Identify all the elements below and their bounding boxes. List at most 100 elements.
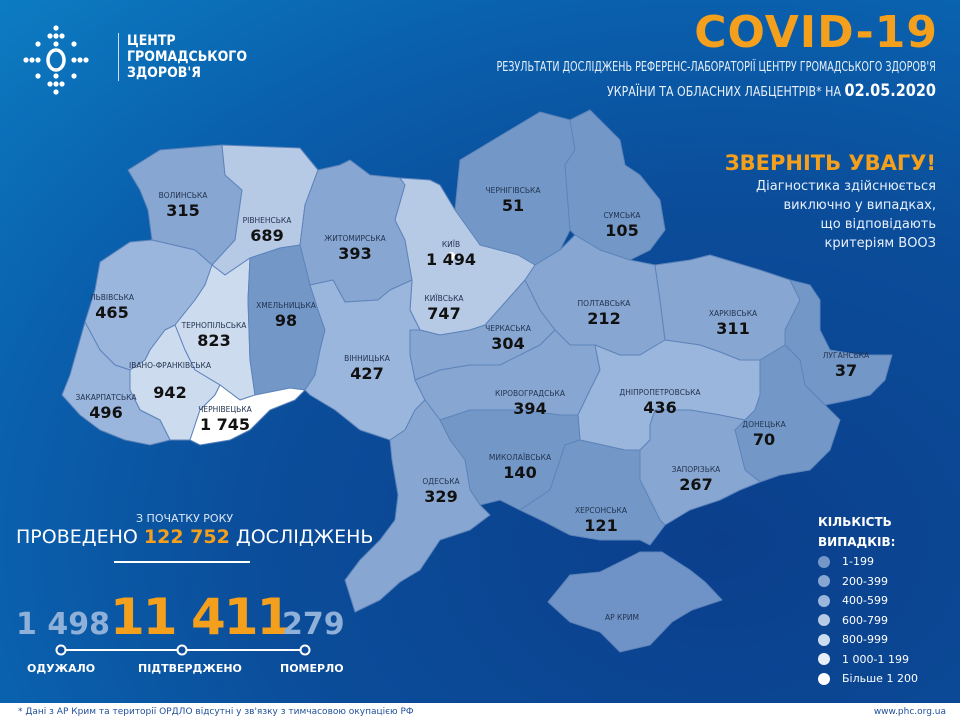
region-odesa <box>344 399 491 613</box>
attention-line: критеріям ВООЗ <box>824 236 936 251</box>
region-chernivtsi <box>189 384 306 446</box>
region-name: ТЕРНОПІЛЬСЬКА <box>181 321 248 330</box>
region-value: 105 <box>605 221 638 240</box>
attention-title: ЗВЕРНІТЬ УВАГУ! <box>724 151 936 175</box>
legend-swatch-icon <box>818 633 830 646</box>
confirmed-label: ПІДТВЕРДЖЕНО <box>138 662 242 675</box>
report-date: 02.05.2020 <box>844 81 936 101</box>
region-name: ХЕРСОНСЬКА <box>575 506 628 515</box>
region-value: 311 <box>716 319 749 338</box>
region-name: СУМСЬКА <box>603 211 641 220</box>
timeline <box>55 644 311 656</box>
website-link[interactable]: www.phc.org.ua <box>873 707 946 717</box>
legend-item: 1 000-1 199 <box>818 650 918 670</box>
org-name-line: ЦЕНТР <box>127 33 176 49</box>
region-name: ЗАКАРПАТСЬКА <box>75 393 137 402</box>
legend: КІЛЬКІСТЬ ВИПАДКІВ: 1-199 200-399 400-599 6… <box>818 512 918 689</box>
subtitle: УКРАЇНИ ТА ОБЛАСНИХ ЛАБЦЕНТРІВ* НА <box>607 85 842 100</box>
subtitle-date-line: УКРАЇНИ ТА ОБЛАСНИХ ЛАБЦЕНТРІВ* НА 02.05… <box>607 82 936 102</box>
legend-label: 800-999 <box>842 633 888 647</box>
region-value: 267 <box>679 475 712 494</box>
region-name: ІВАНО-ФРАНКІВСЬКА <box>129 361 212 370</box>
attention-line: Діагностика здійснюється <box>755 179 936 194</box>
region-crimea <box>547 551 723 653</box>
region-name: РІВНЕНСЬКА <box>243 216 293 225</box>
legend-label: Більше 1 200 <box>842 672 918 686</box>
footnote: * Дані з АР Крим та території ОРДЛО відс… <box>18 707 414 717</box>
legend-swatch-icon <box>818 555 830 568</box>
region-value: 496 <box>89 403 122 422</box>
region-name: АР КРИМ <box>605 613 639 622</box>
region-value: 747 <box>427 304 460 323</box>
region-value: 942 <box>153 383 186 402</box>
region-name: ЛЬВІВСЬКА <box>90 293 135 302</box>
attention-text: Діагностика здійснюється виключно у випа… <box>676 177 936 253</box>
region-name: КІРОВОГРАДСЬКА <box>495 389 566 398</box>
region-value: 212 <box>587 309 620 328</box>
region-value: 427 <box>350 364 383 383</box>
legend-label: 200-399 <box>842 574 888 588</box>
region-value: 98 <box>275 311 297 330</box>
kyiv-city-marker <box>447 252 455 260</box>
tests-summary: ПРОВЕДЕНО 122 752 ДОСЛІДЖЕНЬ <box>16 525 373 549</box>
region-value: 689 <box>250 226 283 245</box>
region-ivano-frankivsk <box>129 324 221 441</box>
region-value: 304 <box>491 334 524 353</box>
legend-item: Більше 1 200 <box>818 669 918 689</box>
legend-swatch-icon <box>818 594 830 607</box>
legend-swatch-icon <box>818 575 830 588</box>
region-name: ЛУГАНСЬКА <box>823 351 870 360</box>
region-name: ОДЕСЬКА <box>422 477 460 486</box>
timeline-dot <box>176 644 188 656</box>
legend-swatch-icon <box>818 672 830 685</box>
region-value: 823 <box>197 331 230 350</box>
phc-logo-icon <box>23 25 89 95</box>
region-name: ВІННИЦЬКА <box>344 354 391 363</box>
legend-swatch-icon <box>818 614 830 627</box>
tests-prefix: ПРОВЕДЕНО <box>16 526 138 548</box>
tests-caption: З ПОЧАТКУ РОКУ <box>136 512 234 525</box>
legend-item: 400-599 <box>818 591 918 611</box>
region-value: 393 <box>338 244 371 263</box>
region-name: ЗАПОРІЗЬКА <box>672 465 721 474</box>
region-name: ДНІПРОПЕТРОВСЬКА <box>619 388 701 397</box>
region-name: МИКОЛАЇВСЬКА <box>489 453 552 462</box>
region-value: 465 <box>95 303 128 322</box>
region-name: ЧЕРНІГІВСЬКА <box>485 186 541 195</box>
org-name-line: ЗДОРОВ'Я <box>127 65 201 81</box>
attention-line: виключно у випадках, <box>783 198 936 213</box>
legend-title: КІЛЬКІСТЬ <box>818 515 892 529</box>
region-value: 140 <box>503 463 536 482</box>
timeline-dot <box>55 644 67 656</box>
region-name: ВОЛИНСЬКА <box>159 191 209 200</box>
org-name-line: ГРОМАДСЬКОГО <box>127 49 248 65</box>
region-name: ЖИТОМИРСЬКА <box>324 234 386 243</box>
region-value: 315 <box>166 201 199 220</box>
region-name: КИЇВ <box>442 240 460 249</box>
region-name: ЧЕРНІВЕЦЬКА <box>198 405 252 414</box>
deaths-label: ПОМЕРЛО <box>280 662 344 675</box>
legend-item: 800-999 <box>818 630 918 650</box>
region-value: 70 <box>753 430 775 449</box>
divider <box>114 561 250 563</box>
legend-label: 400-599 <box>842 594 888 608</box>
confirmed-count: 11 411 <box>110 588 291 646</box>
region-name: ХАРКІВСЬКА <box>709 309 758 318</box>
timeline-dot <box>299 644 311 656</box>
recovered-label: ОДУЖАЛО <box>27 662 96 675</box>
tests-value: 122 752 <box>143 526 230 548</box>
legend-item: 600-799 <box>818 611 918 631</box>
subtitle: РЕЗУЛЬТАТИ ДОСЛІДЖЕНЬ РЕФЕРЕНС-ЛАБОРАТОР… <box>496 60 936 75</box>
region-name: ХМЕЛЬНИЦЬКА <box>256 301 317 310</box>
region-kherson <box>519 439 666 546</box>
legend-title: ВИПАДКІВ: <box>818 535 896 549</box>
legend-label: 600-799 <box>842 613 888 627</box>
region-value: 1 494 <box>426 250 476 269</box>
region-value: 436 <box>643 398 676 417</box>
region-value: 121 <box>584 516 617 535</box>
region-name: КИЇВСЬКА <box>424 294 464 303</box>
deaths-count: 279 <box>282 607 345 642</box>
page-title: COVID-19 <box>694 7 938 58</box>
region-name: ЧЕРКАСЬКА <box>485 324 532 333</box>
region-value: 329 <box>424 487 457 506</box>
